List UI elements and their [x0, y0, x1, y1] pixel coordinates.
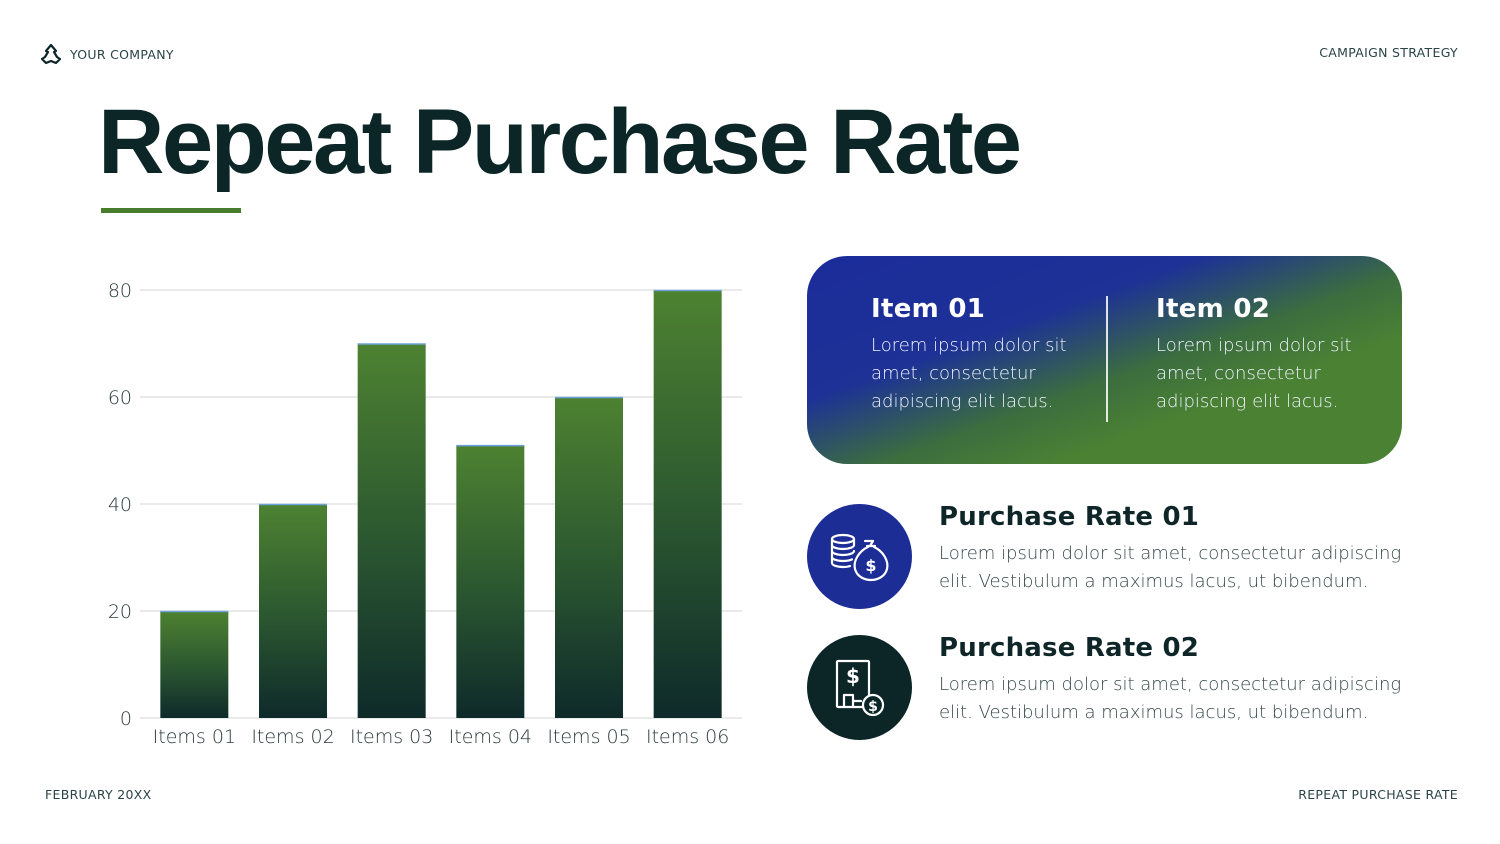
x-tick-label: Items 06: [646, 726, 729, 748]
y-tick-label: 40: [108, 494, 132, 516]
purchase-rate-2-title: Purchase Rate 02: [939, 633, 1200, 663]
purchase-rate-2-text: Lorem ipsum dolor sit amet, consectetur …: [939, 674, 1402, 723]
company-logo-icon: [40, 43, 62, 65]
banner-item-1: Item 01 Lorem ipsum dolor sit amet, cons…: [871, 294, 1101, 416]
svg-text:$: $: [868, 699, 878, 715]
footer-page-label: REPEAT PURCHASE RATE: [1298, 787, 1458, 802]
company-brand: YOUR COMPANY: [40, 43, 174, 65]
title-underline: [101, 208, 241, 213]
purchase-rate-1-text: Lorem ipsum dolor sit amet, consectetur …: [939, 543, 1402, 592]
section-label: CAMPAIGN STRATEGY: [1319, 45, 1458, 60]
purchase-rate-2: $ $ Purchase Rate 02 Lorem ipsum dolor s…: [807, 633, 1427, 745]
purchase-rate-1-title: Purchase Rate 01: [939, 502, 1200, 532]
footer-date: FEBRUARY 20XX: [45, 787, 152, 802]
banner-item-2: Item 02 Lorem ipsum dolor sit amet, cons…: [1156, 294, 1386, 416]
bar-5: [555, 397, 623, 718]
y-tick-label: 80: [108, 280, 132, 302]
banner-item-1-text: Lorem ipsum dolor sit amet, consectetur …: [871, 335, 1067, 412]
bar-chart: 0 20 40 60 80 Items 01 Items 02 Items 03 Items …: [108, 280, 742, 748]
banner-item-1-title: Item 01: [871, 294, 986, 324]
dollar-document-icon: $ $: [807, 635, 912, 740]
bar-2: [259, 504, 327, 718]
x-tick-label: Items 01: [153, 726, 236, 748]
items-banner: Item 01 Lorem ipsum dolor sit amet, cons…: [807, 256, 1402, 464]
y-tick-label: 20: [108, 601, 132, 623]
x-tick-label: Items 02: [251, 726, 334, 748]
banner-item-2-text: Lorem ipsum dolor sit amet, consectetur …: [1156, 335, 1352, 412]
bar-1: [160, 611, 229, 718]
svg-text:$: $: [865, 556, 876, 575]
y-tick-label: 60: [108, 387, 132, 409]
svg-text:$: $: [846, 664, 860, 688]
banner-divider: [1106, 296, 1108, 422]
y-tick-label: 0: [120, 708, 132, 730]
x-tick-label: Items 05: [547, 726, 630, 748]
x-tick-label: Items 03: [350, 726, 433, 748]
x-tick-label: Items 04: [449, 726, 532, 748]
banner-item-2-title: Item 02: [1156, 294, 1271, 324]
money-bag-coins-icon: $: [807, 504, 912, 609]
bar-4: [456, 445, 525, 718]
page-title: Repeat Purchase Rate: [98, 91, 1022, 193]
bar-3: [357, 343, 426, 718]
purchase-rate-1: $ Purchase Rate 01 Lorem ipsum dolor sit…: [807, 502, 1427, 614]
company-name: YOUR COMPANY: [70, 46, 174, 62]
bar-6: [653, 290, 722, 718]
